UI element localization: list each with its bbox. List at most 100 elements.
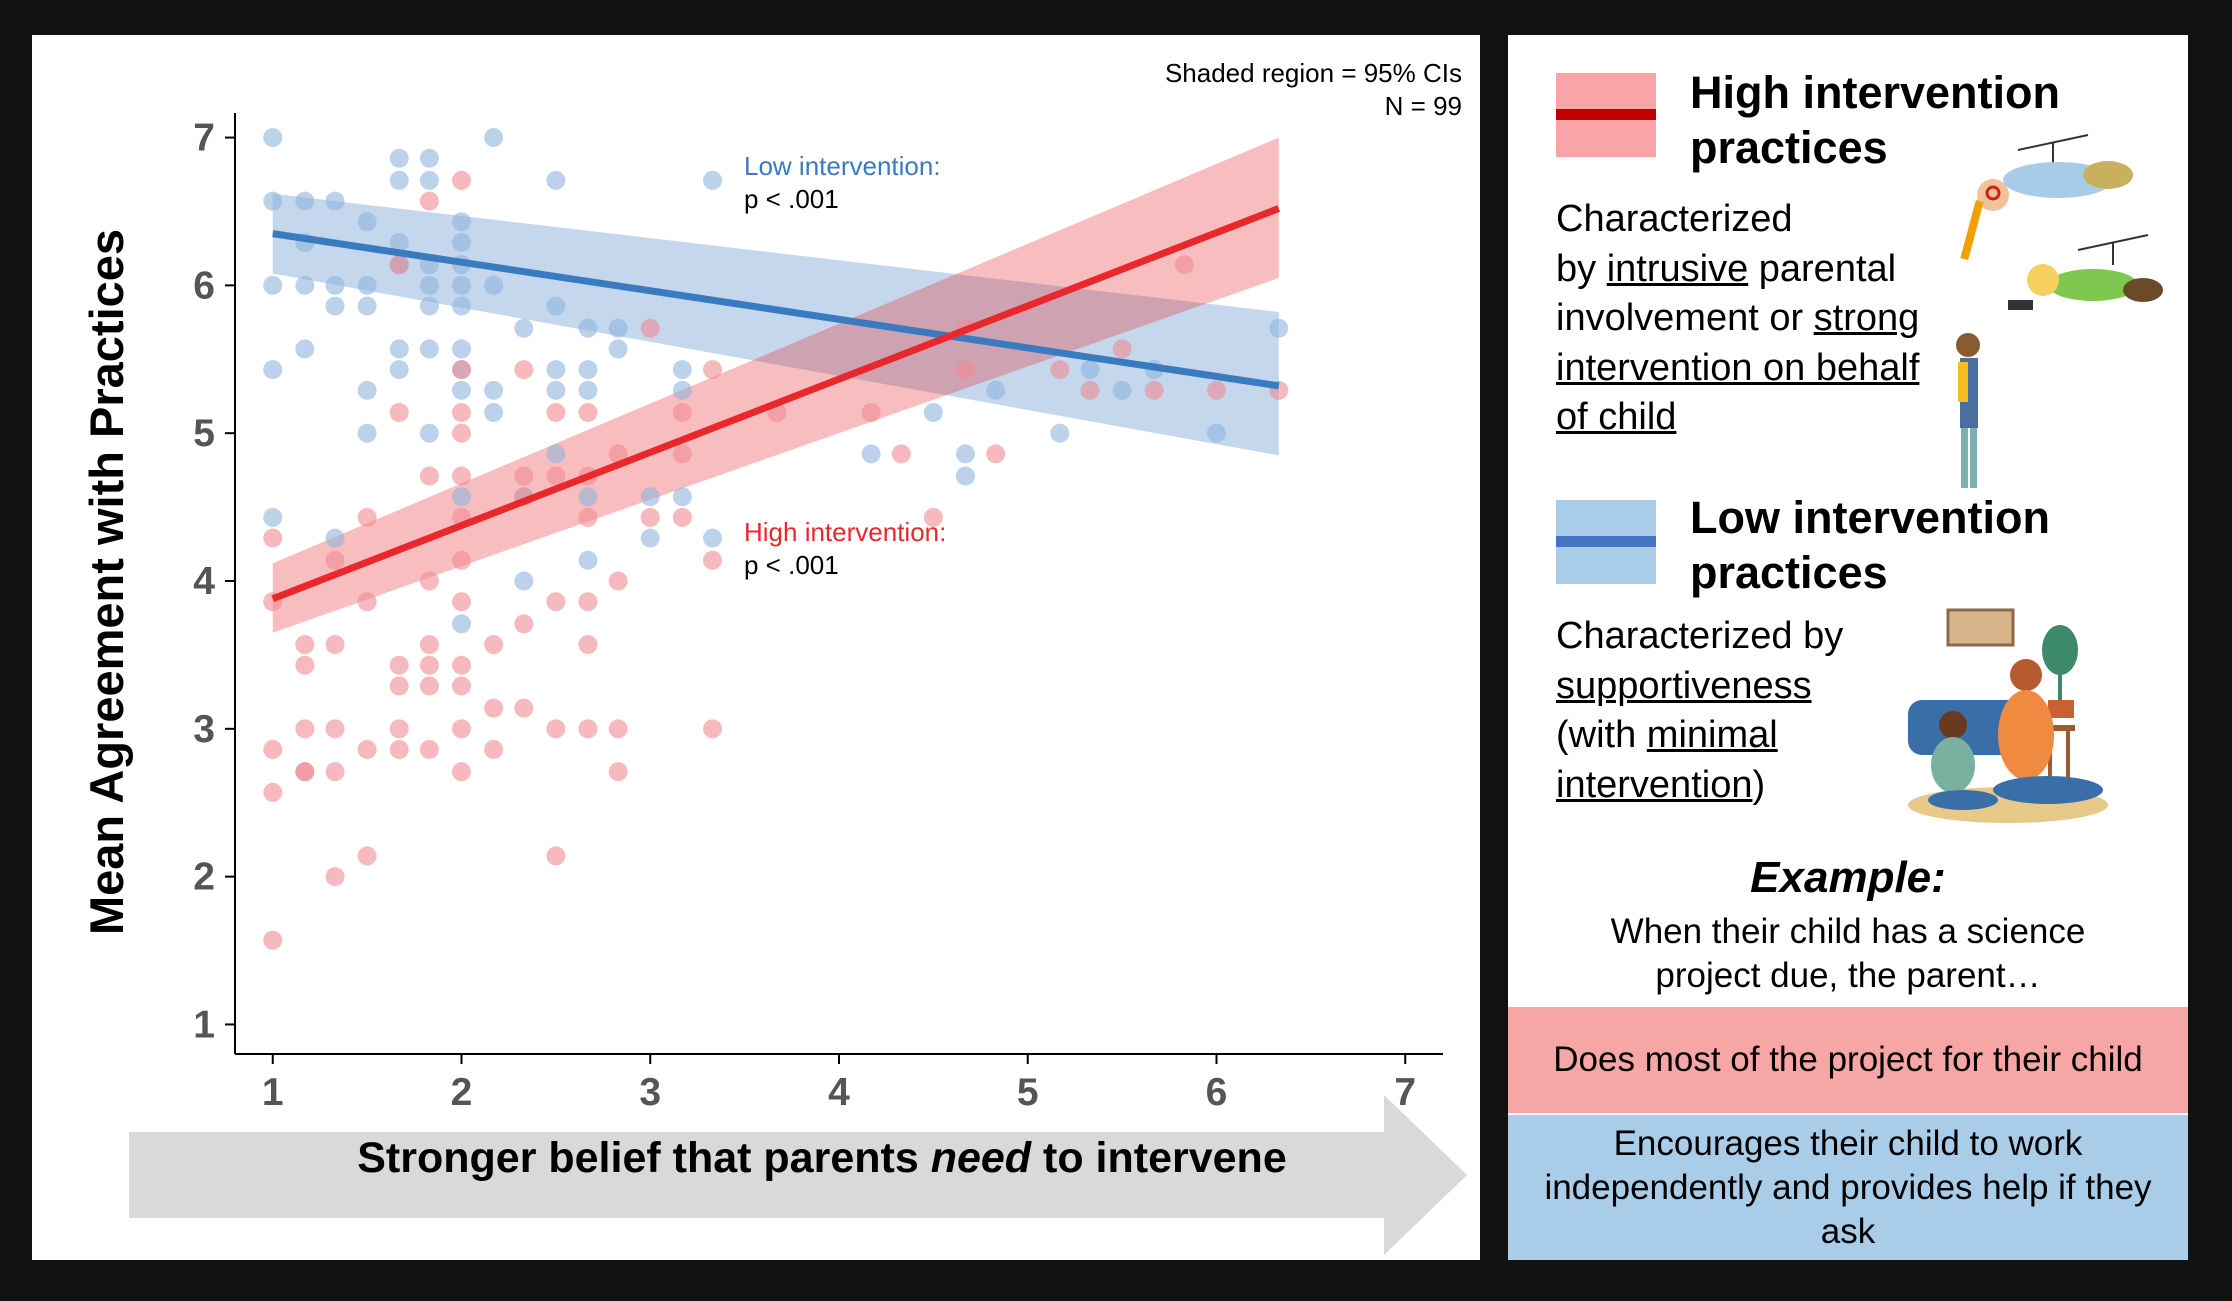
- data-point: [955, 444, 975, 464]
- data-point: [578, 550, 598, 570]
- data-point: [546, 846, 566, 866]
- description-fragment: Characterized by: [1556, 615, 1844, 657]
- data-point: [357, 212, 377, 232]
- data-point: [389, 255, 409, 275]
- data-point: [452, 550, 471, 570]
- data-point: [452, 719, 471, 739]
- data-point: [578, 402, 598, 422]
- data-point: [672, 507, 692, 527]
- data-point: [389, 402, 409, 422]
- low-intervention-example: Encourages their child to work independe…: [1508, 1115, 2188, 1260]
- data-point: [325, 762, 345, 782]
- data-point: [452, 592, 471, 612]
- description-fragment: parental: [1748, 247, 1897, 290]
- data-point: [578, 507, 598, 527]
- data-point: [419, 275, 439, 295]
- example-title: Example:: [1750, 853, 1946, 902]
- ci-annotation: Shaded region = 95% CIs: [1165, 58, 1462, 88]
- description-fragment: (with: [1556, 714, 1647, 756]
- data-point: [452, 423, 471, 443]
- data-point: [955, 360, 975, 380]
- data-point: [640, 487, 660, 507]
- line-label: Low intervention:: [744, 151, 941, 181]
- data-point: [672, 487, 692, 507]
- data-point: [419, 676, 439, 696]
- data-point: [484, 275, 504, 295]
- data-point: [419, 191, 439, 211]
- data-point: [389, 740, 409, 760]
- data-point: [546, 170, 566, 190]
- data-point: [389, 719, 409, 739]
- data-point: [389, 233, 409, 253]
- description-fragment: by: [1556, 247, 1607, 290]
- description-fragment: minimal: [1646, 714, 1778, 756]
- description-fragment: supportiveness: [1556, 664, 1812, 707]
- data-point: [419, 466, 439, 486]
- data-point: [419, 148, 439, 168]
- data-point: [640, 507, 660, 527]
- regression-line: [272, 230, 1280, 390]
- data-point: [923, 402, 943, 422]
- data-point: [419, 170, 439, 190]
- x-axis-label: Stronger belief that parents need to int…: [357, 1134, 1286, 1182]
- data-point: [578, 360, 598, 380]
- data-point: [357, 380, 377, 400]
- data-point: [452, 676, 471, 696]
- data-point: [484, 740, 504, 760]
- data-point: [263, 191, 283, 211]
- high-intervention-example: Does most of the project for their child: [1508, 1007, 2188, 1113]
- high-intervention-swatch: [1556, 73, 1656, 157]
- data-point: [452, 360, 471, 380]
- data-point: [419, 655, 439, 675]
- data-point: [1174, 255, 1194, 275]
- data-point: [923, 507, 943, 527]
- description-fragment: intrusive: [1606, 247, 1749, 290]
- data-point: [389, 170, 409, 190]
- data-point: [419, 296, 439, 316]
- x-tick-label: 2: [451, 1071, 473, 1114]
- data-point: [608, 719, 628, 739]
- data-point: [1269, 318, 1289, 338]
- data-point: [389, 676, 409, 696]
- data-point: [357, 740, 377, 760]
- data-point: [263, 930, 283, 950]
- description-fragment: intervention: [1556, 763, 1753, 806]
- data-point: [578, 380, 598, 400]
- data-point: [1207, 423, 1226, 443]
- data-point: [546, 360, 566, 380]
- data-point: [263, 740, 283, 760]
- data-point: [955, 466, 975, 486]
- data-point: [672, 402, 692, 422]
- y-tick-label: 6: [193, 264, 215, 307]
- y-tick-label: 3: [193, 708, 215, 751]
- data-point: [514, 466, 534, 486]
- data-point: [672, 444, 692, 464]
- data-point: [514, 318, 534, 338]
- data-point: [608, 339, 628, 359]
- regression-line: [271, 205, 1281, 603]
- data-point: [452, 402, 471, 422]
- data-point: [263, 128, 283, 148]
- y-tick-label: 5: [193, 412, 215, 455]
- data-point: [325, 635, 345, 655]
- data-point: [578, 592, 598, 612]
- example-text: When their child has a science project d…: [1610, 912, 2086, 995]
- y-tick-label: 7: [193, 117, 215, 160]
- data-point: [263, 507, 283, 527]
- helicopter-parents-illustration: [1956, 134, 2163, 488]
- confidence-band: [272, 137, 1279, 633]
- data-point: [861, 444, 881, 464]
- data-point: [325, 550, 345, 570]
- data-point: [263, 275, 283, 295]
- data-point: [703, 528, 723, 548]
- data-point: [514, 571, 534, 591]
- data-point: [295, 635, 315, 655]
- data-point: [357, 296, 377, 316]
- y-tick-label: 2: [193, 856, 215, 899]
- data-point: [484, 635, 504, 655]
- ci-annotation: N = 99: [1385, 91, 1462, 121]
- data-point: [452, 212, 471, 232]
- data-point: [986, 380, 1006, 400]
- data-point: [452, 614, 471, 634]
- x-tick-label: 7: [1394, 1071, 1416, 1114]
